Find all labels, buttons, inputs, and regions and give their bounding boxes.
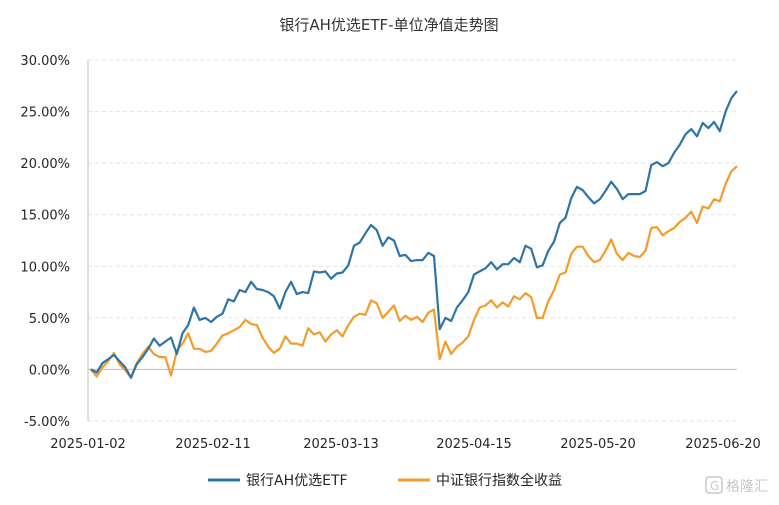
y-tick-label: 0.00% bbox=[29, 363, 70, 378]
y-tick-label: 10.00% bbox=[20, 260, 70, 275]
x-tick-label: 2025-02-11 bbox=[175, 437, 251, 452]
watermark-text: 格隆汇 bbox=[726, 479, 768, 495]
x-tick-label: 2025-01-02 bbox=[50, 437, 126, 452]
x-tick-label: 2025-04-15 bbox=[436, 437, 512, 452]
legend-label-etf: 银行AH优选ETF bbox=[246, 473, 348, 489]
y-tick-label: 5.00% bbox=[29, 312, 70, 327]
series-layer bbox=[90, 90, 738, 379]
y-tick-label: 20.00% bbox=[20, 157, 70, 172]
legend: 银行AH优选ETF 中证银行指数全收益 bbox=[208, 472, 562, 489]
x-tick-label: 2025-06-20 bbox=[685, 437, 761, 452]
watermark-logo-icon bbox=[705, 476, 723, 494]
x-axis-ticks: 2025-01-02 2025-02-11 2025-03-13 2025-04-15… bbox=[50, 437, 761, 452]
y-tick-label: 25.00% bbox=[20, 106, 70, 121]
y-tick-label: -5.00% bbox=[24, 415, 70, 430]
x-tick-label: 2025-03-13 bbox=[303, 437, 379, 452]
y-axis-ticks: 30.00% 25.00% 20.00% 15.00% 10.00% 5.00% 0.00%… bbox=[20, 54, 70, 430]
chart-title: 银行AH优选ETF-单位净值走势图 bbox=[279, 16, 498, 34]
y-tick-label: 30.00% bbox=[20, 54, 70, 69]
grid-layer bbox=[87, 59, 737, 422]
watermark-logo-glyph: G bbox=[710, 479, 719, 493]
watermark: G 格隆汇 bbox=[705, 476, 768, 495]
series-line-index bbox=[90, 165, 738, 379]
series-line-etf bbox=[90, 90, 738, 379]
legend-label-index: 中证银行指数全收益 bbox=[436, 472, 562, 489]
y-tick-label: 15.00% bbox=[20, 209, 70, 224]
x-tick-label: 2025-05-20 bbox=[560, 437, 636, 452]
